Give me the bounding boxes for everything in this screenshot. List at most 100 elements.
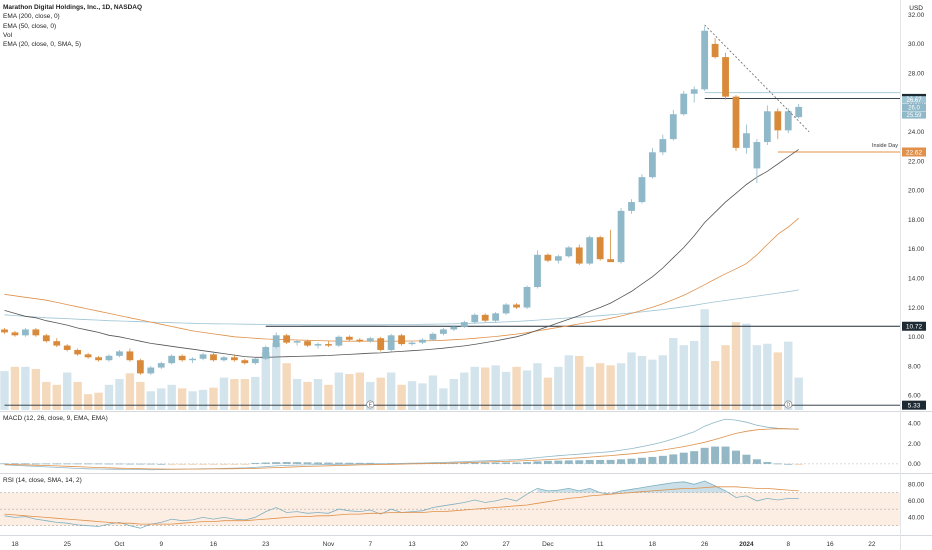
rsi-y-tick: 40.00 [908, 515, 925, 522]
rsi-pane-label[interactable]: RSI (14, close, SMA, 14, 2) [3, 477, 82, 484]
inside-day-annotation: Inside Day [872, 143, 898, 149]
candle-body [251, 358, 259, 364]
event-marker-label: E [369, 403, 373, 409]
volume-bar [167, 384, 176, 410]
candle-body [95, 357, 102, 361]
macd-histogram-bar [272, 462, 281, 464]
macd-histogram-bar [324, 462, 333, 464]
macd-histogram-bar [0, 463, 9, 465]
volume-bar [125, 373, 135, 410]
macd-histogram-bar [146, 463, 155, 465]
macd-line [4, 418, 799, 471]
event-marker [784, 400, 793, 409]
price-tag [902, 103, 926, 111]
candle-body [63, 345, 71, 350]
macd-histogram-bar [752, 459, 761, 464]
legend-ema50[interactable]: EMA (50, close, 0) [3, 22, 57, 30]
x-tick-label: Nov [323, 541, 335, 548]
x-tick-label: Dec [542, 541, 554, 548]
candle-body [502, 304, 510, 314]
candle-body [596, 237, 604, 260]
volume-bar [742, 323, 751, 410]
volume-bar [177, 388, 187, 410]
macd-histogram-bar [73, 463, 82, 465]
legend-volume[interactable]: Vol [3, 31, 13, 39]
volume-bar [261, 352, 270, 410]
price-level-label: 10.72 [906, 324, 923, 331]
candle-body [471, 314, 479, 323]
price-tag-label: 26.0 [908, 106, 920, 112]
macd-signal-line [4, 428, 799, 470]
event-marker [366, 400, 375, 409]
volume-bar [784, 341, 793, 410]
candle-body [753, 142, 761, 169]
volume-bar [533, 363, 542, 410]
y-tick-label: 28.00 [908, 71, 925, 78]
volume-bar [428, 375, 438, 410]
volume-bar [251, 376, 260, 410]
candle-body [136, 360, 144, 374]
macd-histogram-bar [794, 463, 803, 465]
candle-body [711, 43, 719, 58]
price-level-label: 22.62 [906, 149, 923, 156]
volume-bar [710, 361, 720, 410]
y-tick-label: 20.00 [908, 188, 925, 195]
candle-body [366, 338, 374, 342]
volume-bar [543, 377, 553, 410]
candle-body [565, 247, 573, 257]
candle-body [377, 338, 385, 350]
volume-bar [648, 359, 657, 410]
volume-bar [637, 356, 647, 410]
rsi-pane [0, 480, 900, 529]
legend-ema200[interactable]: EMA (200, close, 0) [3, 13, 60, 21]
volume-bar [73, 381, 82, 410]
legend-ema20[interactable]: EMA (20, close, 0, SMA, 5) [3, 41, 82, 49]
candle-body [617, 210, 625, 263]
candle-body [304, 341, 311, 346]
macd-histogram-bar [209, 463, 218, 465]
x-tick-label: 27 [502, 541, 510, 548]
y-tick-label: 8.00 [908, 363, 921, 370]
volume-bar [157, 388, 166, 410]
x-tick-label: 23 [262, 541, 270, 548]
macd-histogram-bar [136, 463, 145, 465]
volume-bar [627, 352, 636, 410]
macd-histogram-bar [105, 463, 113, 465]
volume-bar [752, 345, 762, 410]
macd-histogram-bar [700, 447, 709, 464]
macd-histogram-bar [84, 463, 93, 465]
price-level-label: 5.33 [908, 402, 921, 409]
chart-legend: Marathon Digital Holdings, Inc., 1D, NAS… [3, 3, 142, 49]
ema50-line [4, 217, 799, 342]
candle-body [763, 111, 771, 143]
macd-histogram-bar [669, 454, 678, 464]
candle-body [492, 313, 500, 321]
macd-histogram-bar [491, 462, 500, 464]
macd-histogram-bar [42, 463, 51, 465]
macd-histogram-bar [345, 462, 354, 464]
candle-body [147, 367, 155, 374]
macd-histogram-bar [178, 463, 187, 465]
price-tag-label: 25.59 [906, 113, 922, 119]
volume-bar [136, 381, 145, 410]
y-tick-label: 12.00 [908, 305, 925, 312]
macd-pane-label[interactable]: MACD (12, 26, close, 9, EMA, EMA) [3, 415, 108, 422]
ema20-line [4, 149, 799, 358]
macd-histogram-bar [449, 462, 458, 464]
volume-bar [0, 371, 9, 410]
price-level-tag [902, 147, 926, 157]
volume-bar [115, 379, 124, 410]
candle-body [784, 111, 792, 131]
macd-histogram-bar [219, 463, 228, 465]
candle-body [398, 335, 405, 345]
volume-bar [42, 381, 51, 410]
volume-bar [731, 322, 741, 410]
candle-body [544, 254, 552, 261]
candle-body [649, 152, 656, 178]
candle-body [262, 347, 270, 359]
candle-body [680, 93, 688, 115]
candle-body [168, 355, 176, 364]
macd-histogram-bar [314, 462, 322, 464]
volume-bar [272, 343, 281, 410]
macd-histogram-bar [596, 460, 605, 464]
